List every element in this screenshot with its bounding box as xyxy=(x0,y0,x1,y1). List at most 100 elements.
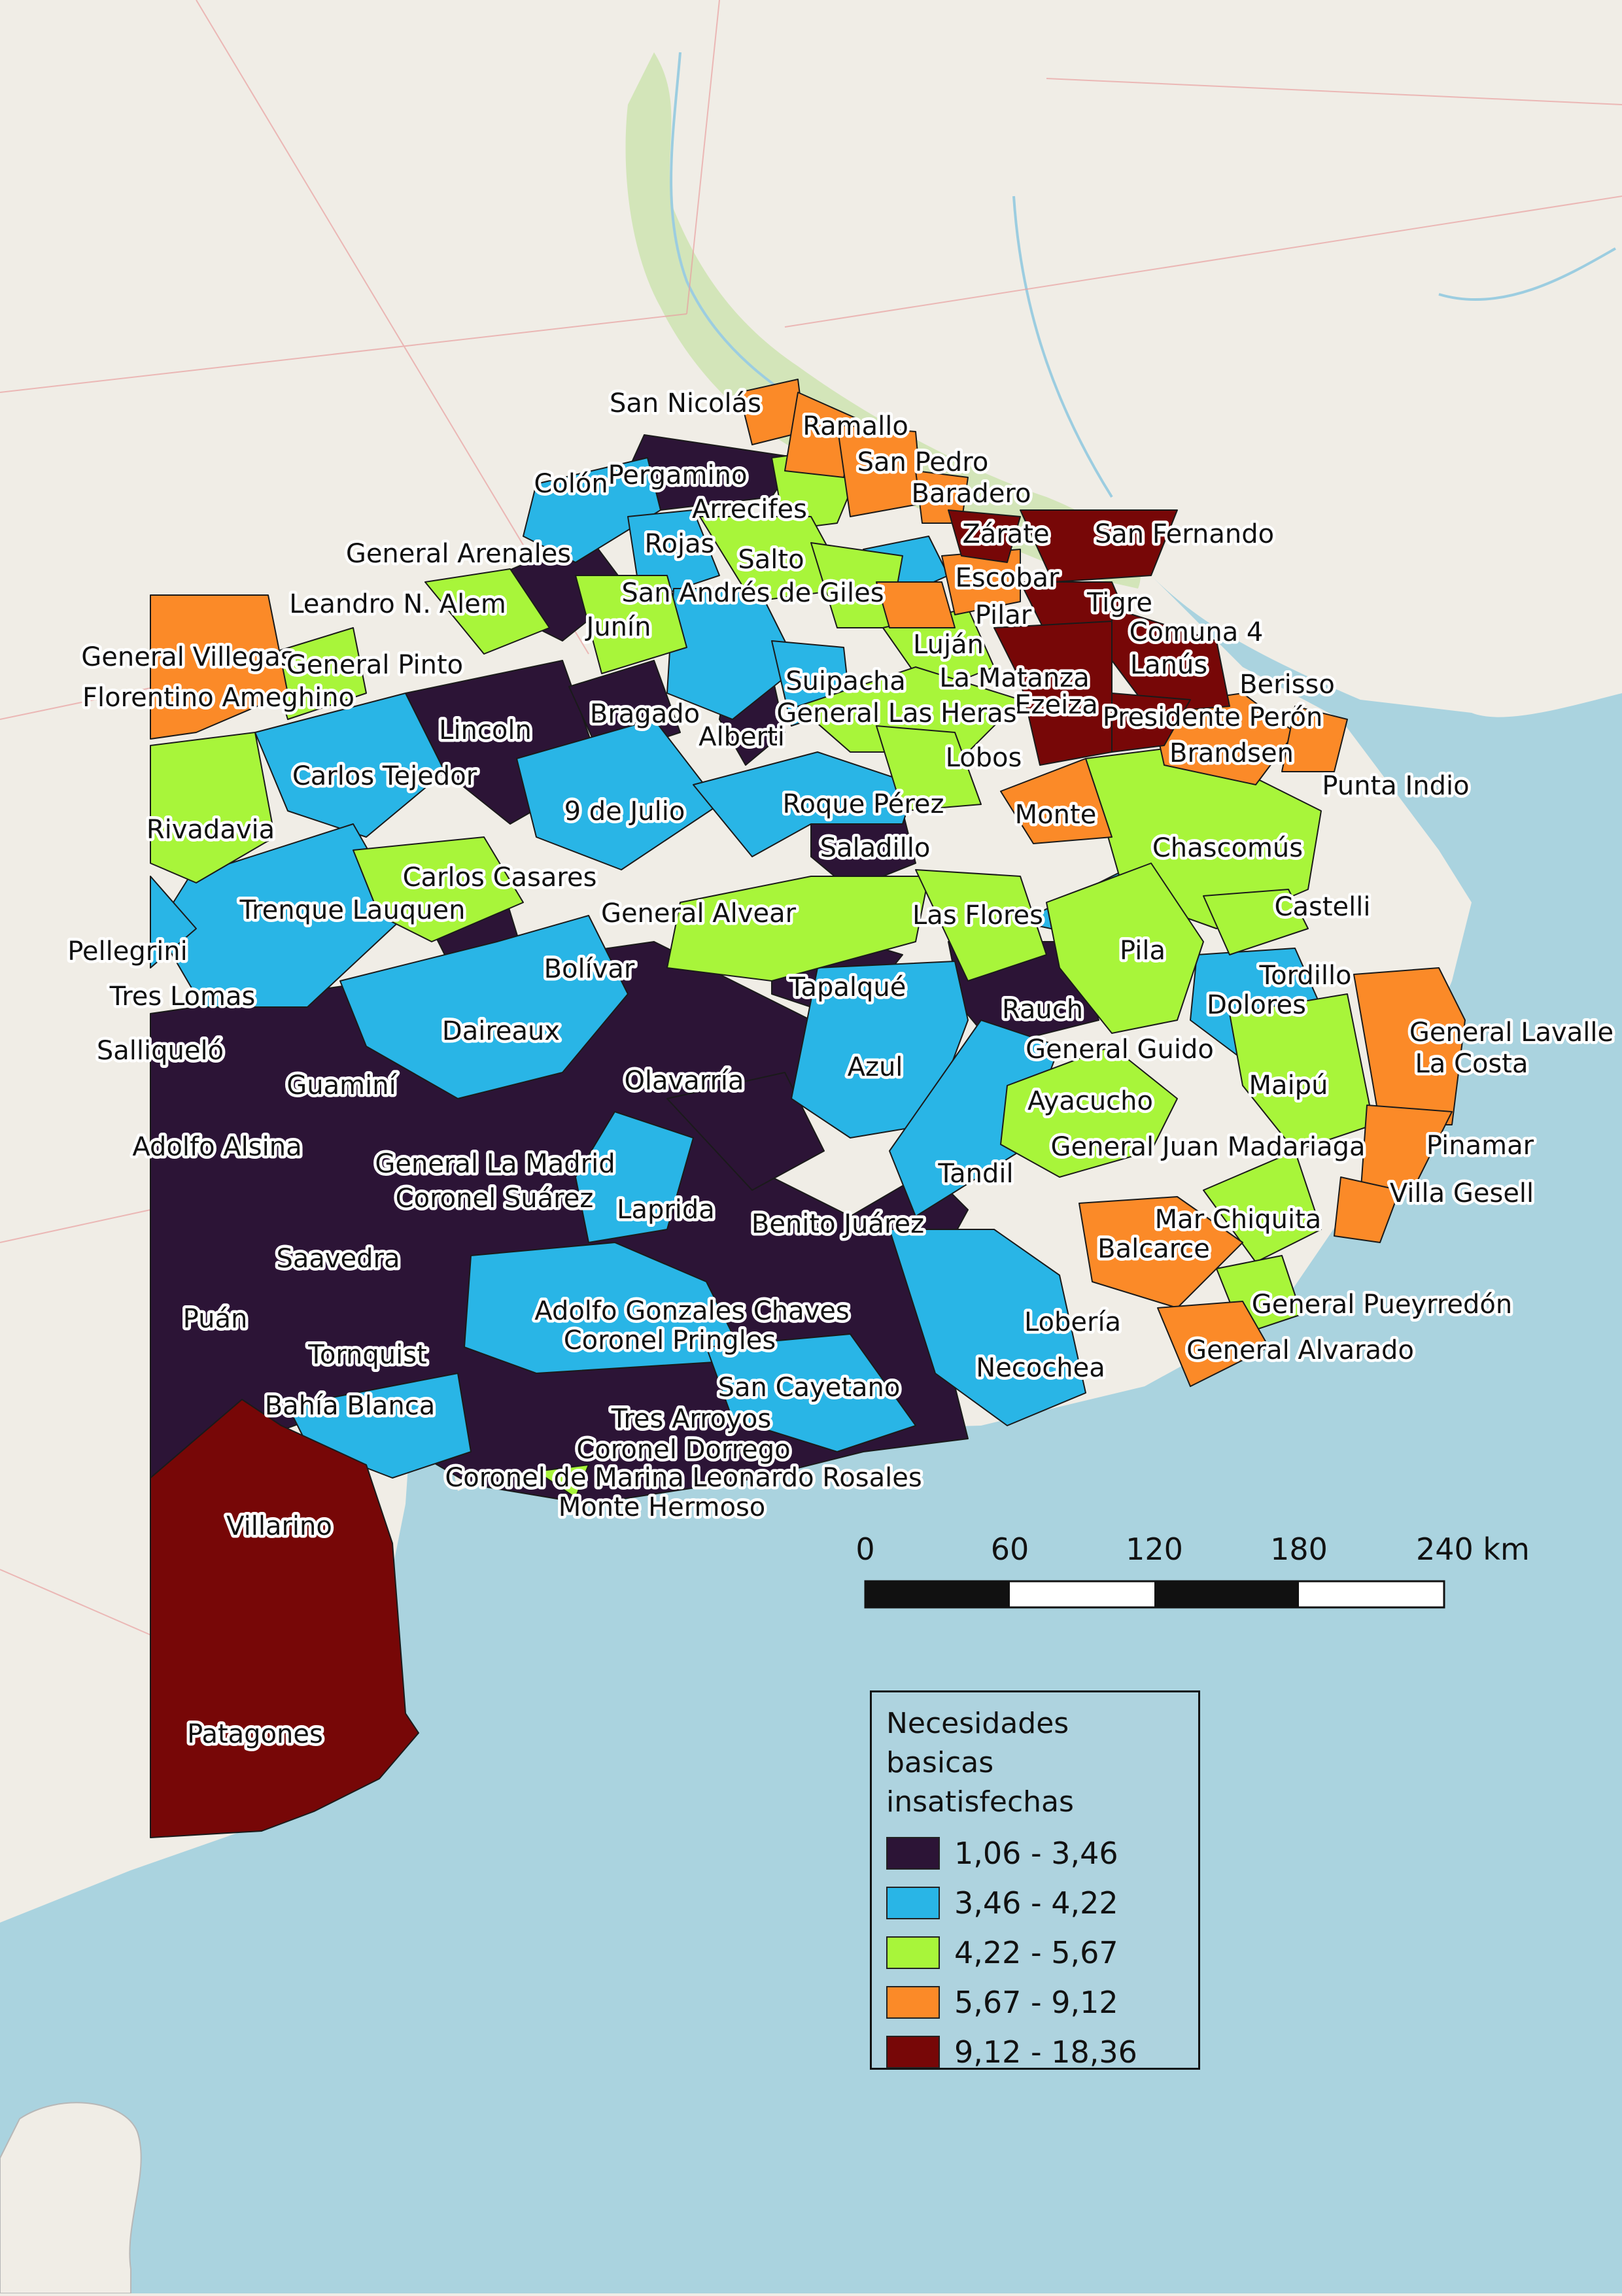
label-ramallo[interactable]: Ramallo xyxy=(800,409,912,445)
label-junin[interactable]: Junín xyxy=(581,609,654,645)
label-general-pueyrredon[interactable]: General Pueyrredón xyxy=(1249,1287,1515,1323)
label-tres-arroyos[interactable]: Tres Arroyos xyxy=(608,1401,774,1437)
label-coronel-dorrego[interactable]: Coronel Dorrego xyxy=(574,1432,793,1468)
label-salliquelo[interactable]: Salliqueló xyxy=(94,1033,226,1069)
label-tigre[interactable]: Tigre xyxy=(1084,585,1156,621)
label-alberti[interactable]: Alberti xyxy=(696,719,788,755)
label-coronel-suarez[interactable]: Coronel Suárez xyxy=(392,1181,596,1217)
class-4-regions xyxy=(150,509,1230,1838)
label-general-pinto[interactable]: General Pinto xyxy=(283,647,466,683)
label-general-lavalle[interactable]: General Lavalle xyxy=(1406,1015,1616,1051)
label-adolfo-alsina[interactable]: Adolfo Alsina xyxy=(129,1129,305,1165)
label-baradero[interactable]: Baradero xyxy=(908,476,1034,512)
label-general-guido[interactable]: General Guido xyxy=(1023,1032,1217,1068)
legend-item-label: 9,12 - 18,36 xyxy=(954,2034,1137,2070)
label-suipacha[interactable]: Suipacha xyxy=(783,664,909,700)
label-san-pedro[interactable]: San Pedro xyxy=(854,445,992,481)
label-pinamar[interactable]: Pinamar xyxy=(1423,1128,1537,1164)
label-adolfo-gonzales-chaves[interactable]: Adolfo Gonzales Chaves xyxy=(532,1294,852,1329)
label-san-fernando[interactable]: San Fernando xyxy=(1092,517,1277,553)
label-berisso[interactable]: Berisso xyxy=(1237,667,1338,703)
label-san-cayetano[interactable]: San Cayetano xyxy=(715,1370,903,1406)
label-dolores[interactable]: Dolores xyxy=(1204,987,1309,1023)
label-ayacucho[interactable]: Ayacucho xyxy=(1025,1084,1156,1120)
label-general-la-madrid[interactable]: General La Madrid xyxy=(372,1146,618,1182)
label-la-costa[interactable]: La Costa xyxy=(1412,1046,1531,1082)
label-9-de-julio[interactable]: 9 de Julio xyxy=(561,794,688,830)
label-loberia[interactable]: Lobería xyxy=(1021,1305,1124,1341)
label-benito-juarez[interactable]: Benito Juárez xyxy=(748,1207,927,1242)
label-colon[interactable]: Colón xyxy=(531,466,611,502)
label-lobos[interactable]: Lobos xyxy=(942,740,1025,776)
label-leandro-n-alem[interactable]: Leandro N. Alem xyxy=(286,587,509,623)
label-lincoln[interactable]: Lincoln xyxy=(436,713,535,749)
label-rauch[interactable]: Rauch xyxy=(999,992,1086,1028)
label-balcarce[interactable]: Balcarce xyxy=(1095,1231,1213,1267)
label-pellegrini[interactable]: Pellegrini xyxy=(65,934,191,970)
label-presidente-peron[interactable]: Presidente Perón xyxy=(1099,700,1326,736)
label-lanus[interactable]: Lanús xyxy=(1127,647,1210,683)
label-general-juan-madariaga[interactable]: General Juan Madariaga xyxy=(1048,1129,1368,1165)
label-tordillo[interactable]: Tordillo xyxy=(1256,958,1355,994)
label-general-las-heras[interactable]: General Las Heras xyxy=(774,696,1020,732)
label-castelli[interactable]: Castelli xyxy=(1271,889,1373,925)
label-lujan[interactable]: Luján xyxy=(910,627,987,663)
label-tandil[interactable]: Tandil xyxy=(935,1156,1016,1192)
label-roque-perez[interactable]: Roque Pérez xyxy=(780,787,947,823)
label-bolivar[interactable]: Bolívar xyxy=(541,951,638,987)
label-las-flores[interactable]: Las Flores xyxy=(910,898,1046,934)
label-tornquist[interactable]: Tornquist xyxy=(305,1337,430,1373)
label-pilar[interactable]: Pilar xyxy=(972,598,1035,634)
label-arrecifes[interactable]: Arrecifes xyxy=(689,492,810,528)
label-brandsen[interactable]: Brandsen xyxy=(1167,736,1297,772)
label-patagones[interactable]: Patagones xyxy=(184,1717,326,1753)
label-bahia-blanca[interactable]: Bahía Blanca xyxy=(262,1388,438,1424)
label-rojas[interactable]: Rojas xyxy=(642,526,717,562)
label-carlos-casares[interactable]: Carlos Casares xyxy=(400,860,600,896)
label-tapalque[interactable]: Tapalqué xyxy=(785,970,909,1006)
label-monte-hermoso[interactable]: Monte Hermoso xyxy=(555,1490,768,1526)
label-comuna-4[interactable]: Comuna 4 xyxy=(1126,615,1266,651)
label-general-arenales[interactable]: General Arenales xyxy=(343,536,574,572)
label-carlos-tejedor[interactable]: Carlos Tejedor xyxy=(289,759,480,795)
label-chascomus[interactable]: Chascomús xyxy=(1149,831,1305,866)
label-saavedra[interactable]: Saavedra xyxy=(273,1241,403,1277)
scale-tick-0: 0 xyxy=(855,1532,874,1567)
label-general-alvarado[interactable]: General Alvarado xyxy=(1184,1333,1417,1369)
label-rivadavia[interactable]: Rivadavia xyxy=(143,812,277,848)
scale-tick-60: 60 xyxy=(991,1532,1029,1567)
label-florentino-ameghino[interactable]: Florentino Ameghino xyxy=(79,680,357,716)
label-san-nicolas[interactable]: San Nicolás xyxy=(607,386,765,422)
label-villarino[interactable]: Villarino xyxy=(224,1509,336,1545)
label-daireaux[interactable]: Daireaux xyxy=(439,1014,562,1050)
label-ezeiza[interactable]: Ezeiza xyxy=(1012,687,1101,723)
label-coronel-de-marina-leonardo-rosales[interactable]: Coronel de Marina Leonardo Rosales xyxy=(442,1460,925,1496)
label-tres-lomas[interactable]: Tres Lomas xyxy=(106,979,258,1015)
label-general-alvear[interactable]: General Alvear xyxy=(598,896,799,932)
label-pergamino[interactable]: Pergamino xyxy=(605,458,750,494)
label-coronel-pringles[interactable]: Coronel Pringles xyxy=(561,1323,779,1359)
label-olavarria[interactable]: Olavarría xyxy=(621,1063,747,1099)
label-maipu[interactable]: Maipú xyxy=(1246,1068,1331,1104)
label-trenque-lauquen[interactable]: Trenque Lauquen xyxy=(236,893,468,929)
label-villa-gesell[interactable]: Villa Gesell xyxy=(1387,1176,1536,1212)
label-monte[interactable]: Monte xyxy=(1012,797,1099,833)
label-saladillo[interactable]: Saladillo xyxy=(817,831,933,866)
label-bragado[interactable]: Bragado xyxy=(587,696,702,732)
label-general-villegas[interactable]: General Villegas xyxy=(78,640,298,676)
label-salto[interactable]: Salto xyxy=(735,542,807,578)
label-escobar[interactable]: Escobar xyxy=(952,560,1062,596)
label-guamini[interactable]: Guaminí xyxy=(284,1068,400,1104)
label-pila[interactable]: Pila xyxy=(1117,933,1169,969)
label-necochea[interactable]: Necochea xyxy=(973,1350,1108,1386)
label-zarate[interactable]: Zárate xyxy=(959,517,1052,553)
label-punta-indio[interactable]: Punta Indio xyxy=(1319,768,1472,804)
label-azul[interactable]: Azul xyxy=(844,1050,906,1086)
label-la-matanza[interactable]: La Matanza xyxy=(937,660,1093,696)
label-mar-chiquita[interactable]: Mar Chiquita xyxy=(1152,1202,1324,1238)
label-puan[interactable]: Puán xyxy=(180,1301,250,1337)
label-san-andres-de-giles[interactable]: San Andrés de Giles xyxy=(619,575,887,611)
label-laprida[interactable]: Laprida xyxy=(614,1192,718,1228)
